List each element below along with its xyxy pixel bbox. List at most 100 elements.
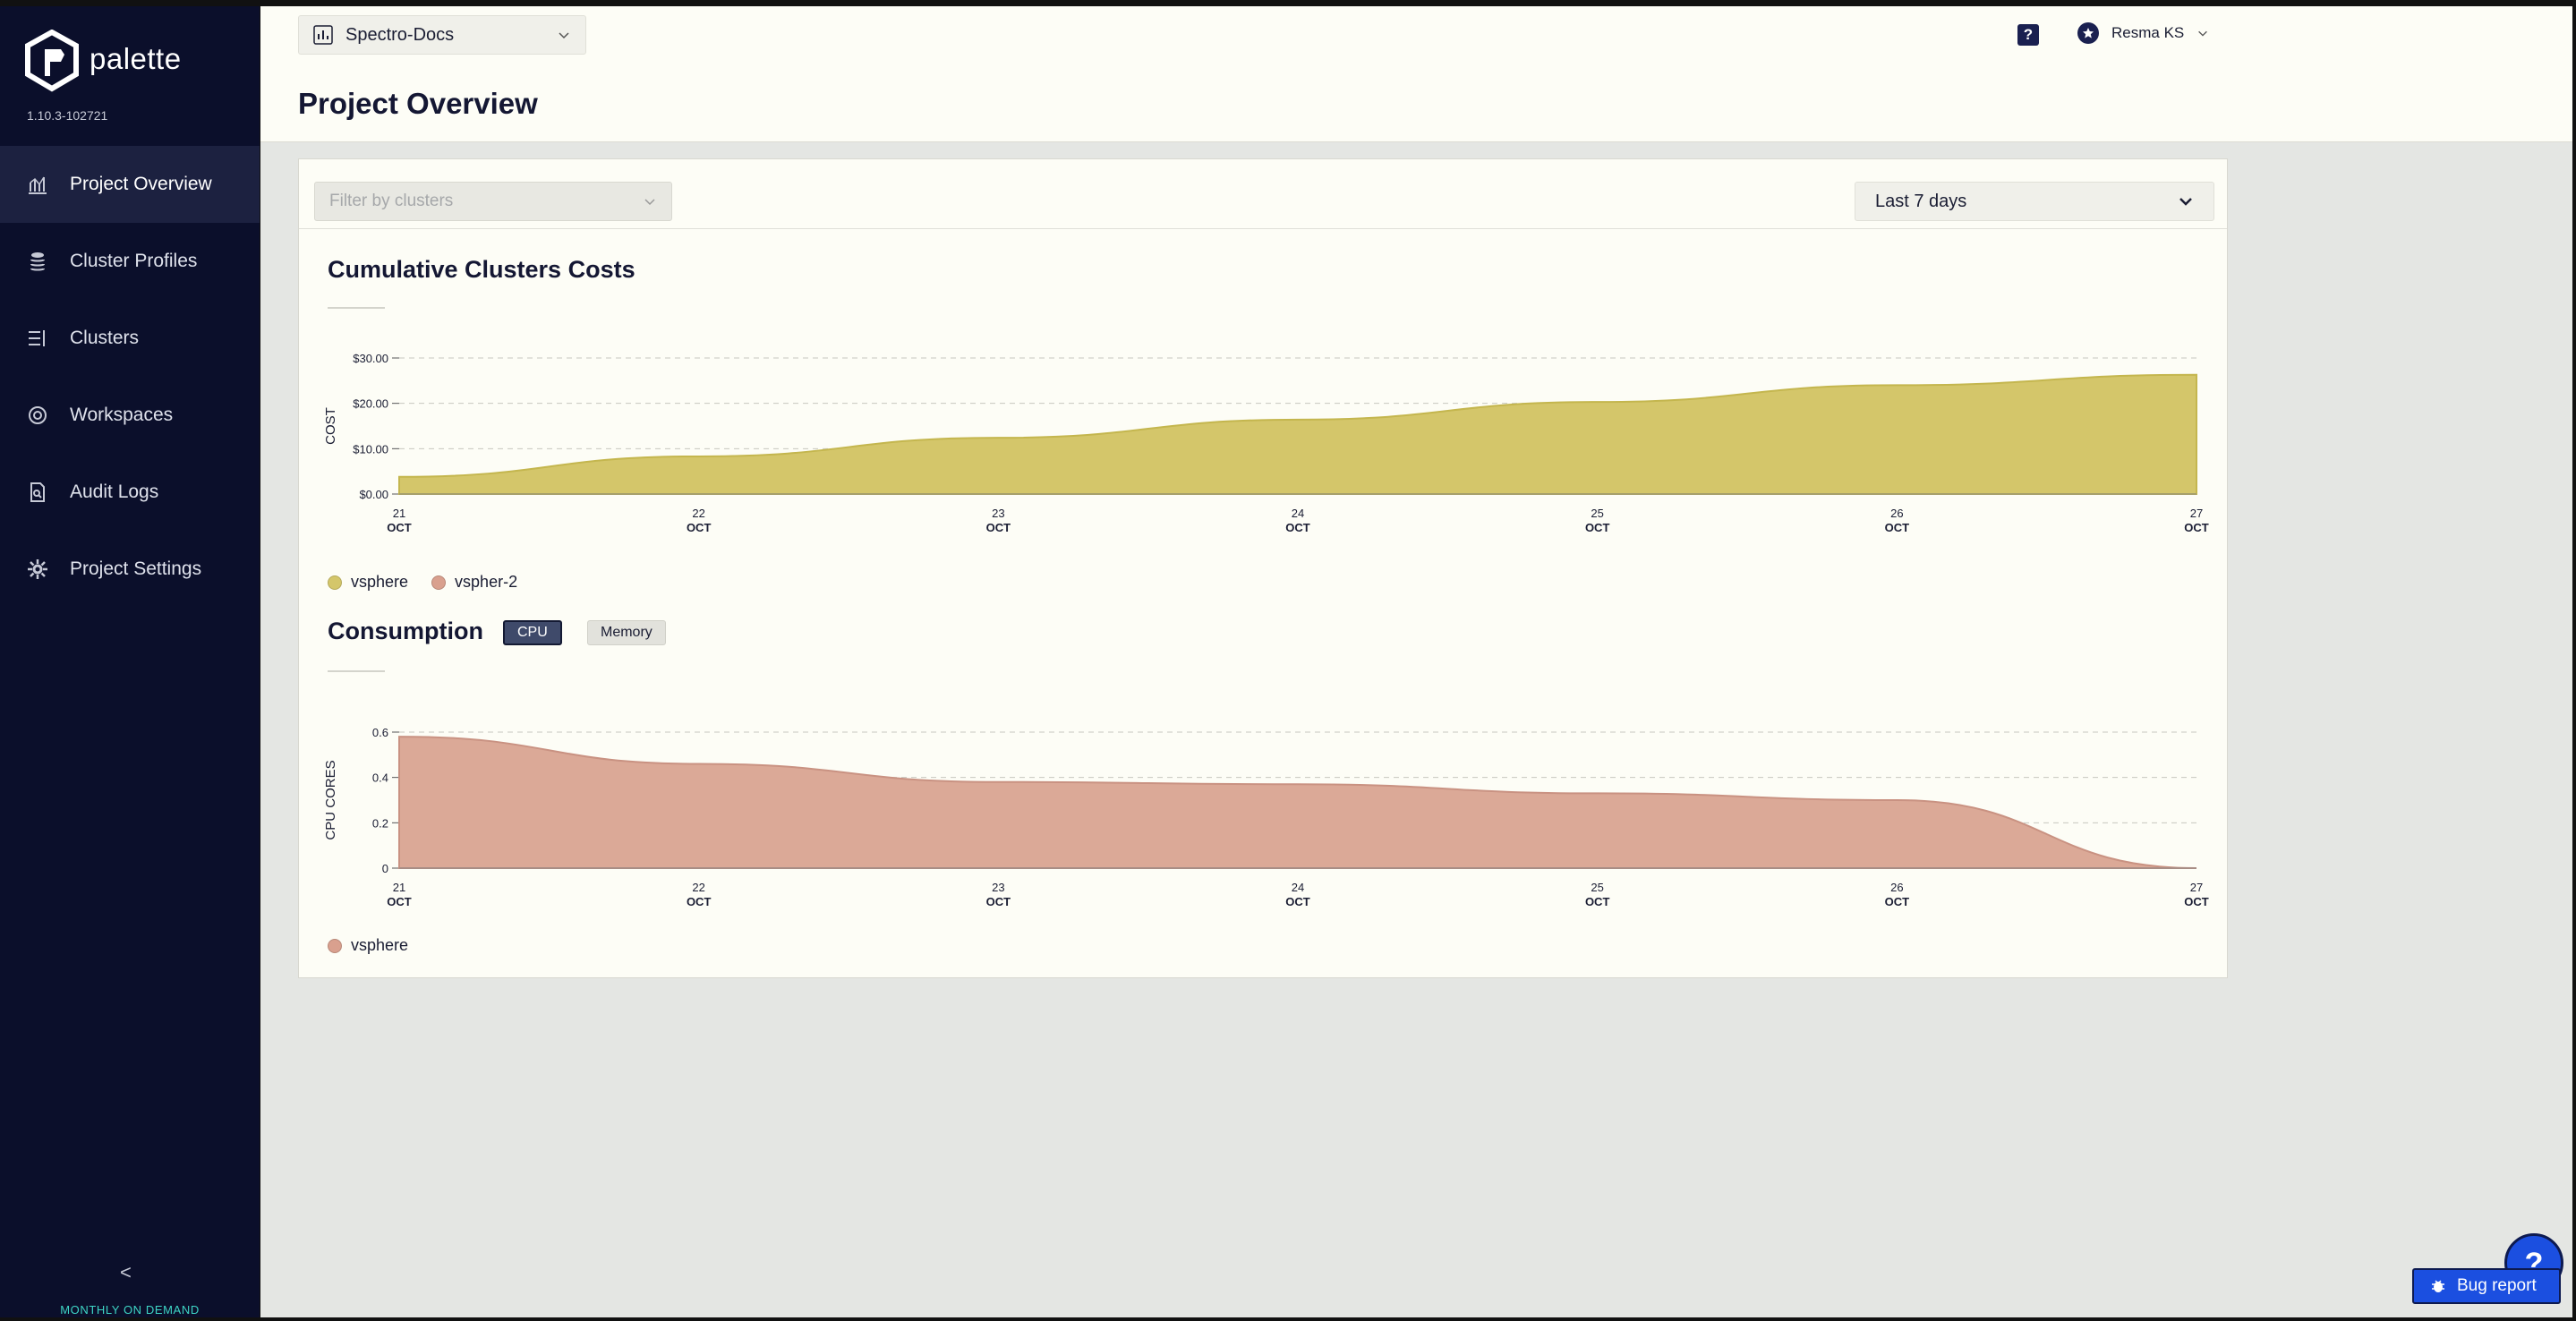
x-tick-label: OCT bbox=[1885, 521, 1910, 534]
cpu-toggle[interactable]: CPU bbox=[503, 620, 562, 645]
legend-swatch bbox=[328, 938, 342, 953]
x-tick-label: OCT bbox=[687, 895, 712, 908]
stack-icon bbox=[27, 251, 48, 272]
x-tick-label: OCT bbox=[1285, 521, 1310, 534]
x-tick-label: OCT bbox=[1585, 895, 1610, 908]
header: Spectro-Docs Project Overview ? Resma KS bbox=[260, 6, 2572, 142]
x-tick-label: 27 bbox=[2190, 881, 2203, 894]
list-icon bbox=[27, 328, 48, 349]
sidebar-item-label: Cluster Profiles bbox=[70, 251, 198, 271]
sidebar-item-label: Audit Logs bbox=[70, 482, 159, 502]
sidebar-item-project-overview[interactable]: Project Overview bbox=[0, 146, 260, 223]
y-tick-label: $10.00 bbox=[353, 442, 388, 456]
x-tick-label: OCT bbox=[1285, 895, 1310, 908]
costs-divider bbox=[328, 307, 385, 309]
x-tick-label: 22 bbox=[692, 507, 704, 520]
plan-label: MONTHLY ON DEMAND bbox=[60, 1303, 200, 1317]
x-tick-label: OCT bbox=[687, 521, 712, 534]
user-name: Resma KS bbox=[2111, 24, 2185, 41]
x-tick-label: OCT bbox=[986, 895, 1011, 908]
sidebar-item-cluster-profiles[interactable]: Cluster Profiles bbox=[0, 223, 260, 300]
page-title: Project Overview bbox=[298, 87, 538, 120]
filter-bar: Filter by clusters Last 7 days bbox=[299, 159, 2227, 229]
sidebar-item-label: Project Settings bbox=[70, 558, 202, 579]
app-version: 1.10.3-102721 bbox=[27, 108, 108, 123]
consumption-title: Consumption bbox=[328, 618, 483, 644]
user-menu[interactable]: Resma KS bbox=[2077, 22, 2209, 44]
x-tick-label: OCT bbox=[2184, 521, 2209, 534]
x-tick-label: OCT bbox=[2184, 895, 2209, 908]
sidebar: palette 1.10.3-102721 Project Overview C… bbox=[0, 6, 260, 1317]
y-tick-label: $20.00 bbox=[353, 397, 388, 411]
cluster-filter-placeholder: Filter by clusters bbox=[329, 192, 454, 210]
brand-name: palette bbox=[90, 42, 182, 75]
x-tick-label: OCT bbox=[986, 521, 1011, 534]
target-icon bbox=[27, 405, 48, 426]
sidebar-item-clusters[interactable]: Clusters bbox=[0, 300, 260, 377]
y-tick-label: $0.00 bbox=[359, 488, 388, 501]
cluster-filter-select[interactable]: Filter by clusters bbox=[314, 182, 672, 221]
x-tick-label: 27 bbox=[2190, 507, 2203, 520]
legend-label: vspher-2 bbox=[455, 573, 518, 591]
x-tick-label: 23 bbox=[992, 881, 1004, 894]
avatar bbox=[2077, 22, 2099, 44]
y-axis-label: CPU CORES bbox=[323, 760, 338, 839]
legend-item-vsphere[interactable]: vsphere bbox=[328, 936, 408, 955]
y-axis-label: COST bbox=[323, 407, 338, 445]
consumption-divider bbox=[328, 670, 385, 672]
x-tick-label: 24 bbox=[1292, 507, 1304, 520]
costs-legend: vsphere vspher-2 bbox=[328, 573, 541, 592]
sidebar-item-label: Workspaces bbox=[70, 405, 174, 425]
gear-icon bbox=[27, 558, 48, 580]
legend-item-vsphere[interactable]: vsphere bbox=[328, 573, 408, 592]
bug-report-button[interactable]: Bug report bbox=[2412, 1268, 2561, 1304]
costs-title: Cumulative Clusters Costs bbox=[328, 256, 635, 283]
legend-swatch bbox=[431, 575, 447, 590]
consumption-legend: vsphere bbox=[328, 936, 431, 955]
palette-logo-icon bbox=[25, 30, 79, 92]
bug-report-label: Bug report bbox=[2457, 1276, 2537, 1295]
sidebar-nav: Project Overview Cluster Profiles Cluste… bbox=[0, 146, 260, 608]
chevron-down-icon bbox=[2179, 198, 2192, 206]
help-icon[interactable]: ? bbox=[2017, 24, 2039, 46]
consumption-chart: CPU CORES00.20.40.621OCT22OCT23OCT24OCT2… bbox=[323, 726, 2209, 908]
date-range-value: Last 7 days bbox=[1875, 191, 1967, 211]
search-doc-icon bbox=[27, 482, 48, 503]
y-tick-label: 0 bbox=[382, 862, 388, 875]
bar-chart-icon bbox=[313, 25, 333, 45]
area-series-vsphere[interactable] bbox=[398, 373, 2197, 495]
overview-card: Filter by clusters Last 7 days Cumulativ… bbox=[298, 158, 2228, 978]
sidebar-item-label: Clusters bbox=[70, 328, 140, 348]
y-tick-label: 0.4 bbox=[372, 771, 388, 785]
chart-icon bbox=[27, 174, 48, 195]
x-tick-label: 24 bbox=[1292, 881, 1304, 894]
legend-item-vspher-2[interactable]: vspher-2 bbox=[431, 573, 517, 592]
x-tick-label: OCT bbox=[387, 521, 412, 534]
x-tick-label: 22 bbox=[692, 881, 704, 894]
legend-label: vsphere bbox=[351, 936, 409, 954]
y-tick-label: 0.2 bbox=[372, 816, 388, 830]
project-name: Spectro-Docs bbox=[345, 24, 455, 45]
date-range-select[interactable]: Last 7 days bbox=[1855, 182, 2214, 221]
main-content: Spectro-Docs Project Overview ? Resma KS… bbox=[260, 6, 2572, 1317]
x-tick-label: OCT bbox=[1885, 895, 1910, 908]
x-tick-label: 26 bbox=[1890, 507, 1903, 520]
x-tick-label: 21 bbox=[393, 507, 405, 520]
project-selector[interactable]: Spectro-Docs bbox=[298, 15, 586, 55]
sidebar-item-label: Project Overview bbox=[70, 174, 212, 194]
sidebar-item-audit-logs[interactable]: Audit Logs bbox=[0, 454, 260, 531]
memory-toggle[interactable]: Memory bbox=[587, 620, 666, 645]
collapse-sidebar-button[interactable]: < bbox=[120, 1261, 132, 1283]
y-tick-label: $30.00 bbox=[353, 352, 388, 365]
bug-icon bbox=[2432, 1280, 2444, 1292]
chevron-down-icon bbox=[559, 32, 569, 39]
sidebar-item-project-settings[interactable]: Project Settings bbox=[0, 531, 260, 608]
area-series-vsphere[interactable] bbox=[398, 736, 2197, 869]
legend-label: vsphere bbox=[351, 573, 409, 591]
x-tick-label: 26 bbox=[1890, 881, 1903, 894]
chevron-down-icon bbox=[644, 199, 655, 206]
legend-swatch bbox=[328, 575, 342, 590]
sidebar-item-workspaces[interactable]: Workspaces bbox=[0, 377, 260, 454]
costs-chart: COST$0.00$10.00$20.00$30.0021OCT22OCT23O… bbox=[323, 352, 2209, 534]
x-tick-label: 25 bbox=[1591, 507, 1603, 520]
